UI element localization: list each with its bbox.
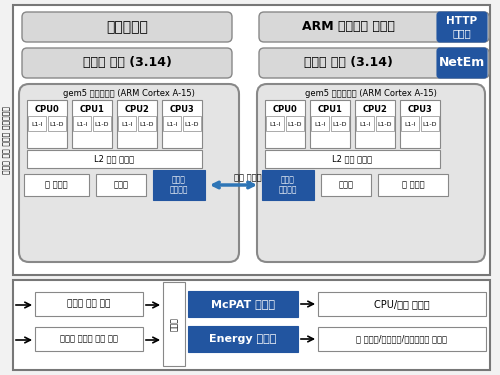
Text: L2 캐시 메모리: L2 캐시 메모리 xyxy=(94,154,134,164)
Bar xyxy=(401,116,419,131)
Text: CPU3: CPU3 xyxy=(408,105,432,114)
Bar xyxy=(13,5,490,275)
Bar xyxy=(286,116,304,131)
Bar xyxy=(318,292,486,316)
Text: L1-I: L1-I xyxy=(269,122,281,126)
Bar xyxy=(24,174,89,196)
Text: 디스크
네트워크: 디스크 네트워크 xyxy=(170,175,188,195)
Text: 모바일 전체 시스템 시뮬레이션: 모바일 전체 시스템 시뮬레이션 xyxy=(2,106,12,174)
Bar xyxy=(318,327,486,351)
Text: L1-I: L1-I xyxy=(404,122,416,126)
Text: 시스템 구조적 통계 파일: 시스템 구조적 통계 파일 xyxy=(60,334,118,344)
Bar xyxy=(331,116,349,131)
Bar xyxy=(96,174,146,196)
Bar xyxy=(311,116,329,131)
FancyBboxPatch shape xyxy=(19,84,239,262)
Text: 주 메모리: 주 메모리 xyxy=(402,180,424,189)
Text: 시스템 설정 파일: 시스템 설정 파일 xyxy=(68,300,110,309)
Text: L1-I: L1-I xyxy=(166,122,178,126)
Text: gem5 시뮬레이터 (ARM Cortex A-15): gem5 시뮬레이터 (ARM Cortex A-15) xyxy=(305,88,437,98)
FancyBboxPatch shape xyxy=(259,12,489,42)
Bar xyxy=(321,174,371,196)
Text: CPU3: CPU3 xyxy=(170,105,194,114)
Bar xyxy=(48,116,66,131)
Bar xyxy=(162,100,202,148)
Bar xyxy=(356,116,374,131)
Bar xyxy=(153,170,205,200)
Text: CPU1: CPU1 xyxy=(80,105,104,114)
Text: 입출력: 입출력 xyxy=(338,180,353,189)
Text: 리눅스 커널 (3.14): 리눅스 커널 (3.14) xyxy=(304,57,392,69)
Bar xyxy=(378,174,448,196)
Text: CPU0: CPU0 xyxy=(34,105,59,114)
Text: 주 메모리/네트워크/디스플레이 에너지: 주 메모리/네트워크/디스플레이 에너지 xyxy=(356,334,448,344)
Bar xyxy=(400,100,440,148)
Text: L1-I: L1-I xyxy=(359,122,371,126)
Text: gem5 시뮬레이터 (ARM Cortex A-15): gem5 시뮬레이터 (ARM Cortex A-15) xyxy=(63,88,195,98)
Text: L1-D: L1-D xyxy=(423,122,437,126)
Text: L1-D: L1-D xyxy=(185,122,199,126)
Bar xyxy=(355,100,395,148)
Text: L1-D: L1-D xyxy=(333,122,347,126)
Text: L1-D: L1-D xyxy=(288,122,302,126)
Text: L1-I: L1-I xyxy=(31,122,43,126)
Bar xyxy=(117,100,157,148)
Text: McPAT 컨버터: McPAT 컨버터 xyxy=(211,299,275,309)
Text: L1-D: L1-D xyxy=(378,122,392,126)
Text: 안드로이드: 안드로이드 xyxy=(106,20,148,34)
Bar xyxy=(266,116,284,131)
Bar xyxy=(163,282,185,366)
Bar xyxy=(265,150,440,168)
Text: 디스크
네트워크: 디스크 네트워크 xyxy=(279,175,297,195)
Text: 컨버터: 컨버터 xyxy=(170,317,178,331)
Bar xyxy=(421,116,439,131)
Bar xyxy=(262,170,314,200)
Bar xyxy=(28,116,46,131)
Bar xyxy=(138,116,156,131)
Bar xyxy=(35,327,143,351)
Text: L1-D: L1-D xyxy=(95,122,109,126)
Text: 주 메모리: 주 메모리 xyxy=(44,180,68,189)
Bar xyxy=(72,100,112,148)
Bar xyxy=(35,292,143,316)
Bar xyxy=(310,100,350,148)
Text: Energy 컨버터: Energy 컨버터 xyxy=(210,334,276,344)
Text: CPU/캐시 에너지: CPU/캐시 에너지 xyxy=(374,299,430,309)
Text: CPU2: CPU2 xyxy=(124,105,150,114)
Bar xyxy=(118,116,136,131)
FancyBboxPatch shape xyxy=(22,12,232,42)
Text: CPU0: CPU0 xyxy=(272,105,297,114)
Bar xyxy=(73,116,91,131)
Text: 입출력: 입출력 xyxy=(114,180,128,189)
Bar xyxy=(188,326,298,352)
Text: L1-D: L1-D xyxy=(140,122,154,126)
Bar xyxy=(188,291,298,317)
Text: CPU2: CPU2 xyxy=(362,105,388,114)
Bar xyxy=(163,116,181,131)
Bar xyxy=(265,100,305,148)
FancyBboxPatch shape xyxy=(257,84,485,262)
Text: 가상 이더넷: 가상 이더넷 xyxy=(234,174,262,183)
FancyBboxPatch shape xyxy=(437,12,487,42)
Text: L2 캐시 메모리: L2 캐시 메모리 xyxy=(332,154,372,164)
FancyBboxPatch shape xyxy=(437,48,487,78)
Bar xyxy=(27,100,67,148)
FancyBboxPatch shape xyxy=(22,48,232,78)
FancyBboxPatch shape xyxy=(259,48,489,78)
Bar xyxy=(376,116,394,131)
Bar xyxy=(183,116,201,131)
Text: L1-D: L1-D xyxy=(50,122,64,126)
Text: HTTP
앱서버: HTTP 앱서버 xyxy=(446,16,478,38)
Text: L1-I: L1-I xyxy=(121,122,133,126)
Text: L1-I: L1-I xyxy=(314,122,326,126)
Text: L1-I: L1-I xyxy=(76,122,88,126)
Text: NetEm: NetEm xyxy=(439,57,485,69)
Text: 리눅스 커널 (3.14): 리눅스 커널 (3.14) xyxy=(82,57,172,69)
Text: ARM 임베디드 리눅스: ARM 임베디드 리눅스 xyxy=(302,21,394,33)
Text: CPU1: CPU1 xyxy=(318,105,342,114)
Bar xyxy=(13,280,490,370)
Bar xyxy=(93,116,111,131)
Bar xyxy=(27,150,202,168)
